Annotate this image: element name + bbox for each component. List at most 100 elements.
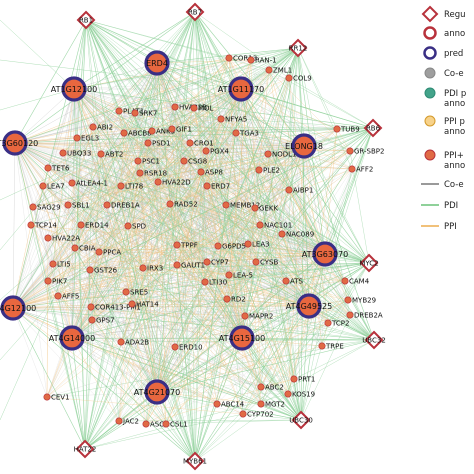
gene-node-tub9[interactable]: TUB9	[333, 126, 360, 134]
gene-node-cysb[interactable]: CYSB	[252, 258, 279, 267]
gene-node-psd1[interactable]: PSD1	[144, 140, 171, 148]
regulator-node-hat22[interactable]: HAT22	[74, 439, 97, 459]
gene-node-mgt2[interactable]: MGT2	[257, 400, 285, 409]
regulator-node-rb6[interactable]: RB6	[363, 118, 383, 138]
gene-node-pik7[interactable]: PIK7	[44, 277, 68, 286]
gene-node-nac089[interactable]: NAC089	[278, 231, 314, 239]
gene-node-psc1[interactable]: PSC1	[134, 158, 160, 166]
gene-node-tppf[interactable]: TPPF	[173, 242, 198, 250]
gene-node-sre5[interactable]: SRE5	[122, 288, 148, 297]
gene-node-aff5[interactable]: AFF5	[54, 292, 79, 301]
gene-node-trpe[interactable]: TRPE	[318, 342, 344, 351]
gene-node-abc14[interactable]: ABC14	[213, 400, 245, 409]
gene-node-cyp702[interactable]: CYP702	[239, 410, 274, 419]
hub-node-at4g21[interactable]: AT4G21070	[134, 379, 180, 405]
gene-node-lti30[interactable]: LTI30	[201, 278, 227, 287]
gene-node-ank3[interactable]: ANK3	[148, 128, 175, 136]
gene-node-gekk[interactable]: GEKK	[251, 205, 279, 213]
gene-node-tcp14[interactable]: TCP14	[27, 222, 58, 230]
gene-node-rsr18[interactable]: RSR18	[136, 170, 167, 178]
gene-node-tet6[interactable]: TET6	[44, 165, 70, 173]
gene-node-abt2[interactable]: ABT2	[97, 151, 124, 159]
gene-node-dreb2a[interactable]: DREB2A	[346, 311, 383, 320]
gene-node-aff2[interactable]: AFF2	[348, 166, 373, 174]
gene-node-rd2[interactable]: RD2	[223, 295, 246, 304]
gene-node-nac101[interactable]: NAC101	[256, 222, 292, 230]
gene-node-zml1[interactable]: ZML1	[265, 67, 292, 75]
gene-node-gif1[interactable]: GIF1	[168, 126, 192, 134]
gene-node-memb12[interactable]: MEMB12	[222, 202, 260, 210]
regulator-node-rb1[interactable]: RB1	[76, 10, 96, 30]
gene-node-sbl1[interactable]: SBL1	[64, 202, 90, 210]
gene-node-ats[interactable]: ATS	[282, 277, 304, 286]
regulator-node-ubc32[interactable]: UBC32	[362, 330, 386, 350]
gene-node-ubq33[interactable]: UBQ33	[59, 150, 92, 158]
hub-node-elol8[interactable]: ELONG18	[285, 133, 323, 159]
hub-node-at1g11[interactable]: AT1G11170	[218, 76, 264, 102]
gene-node-aso1[interactable]: ASO1	[142, 420, 169, 429]
gene-node-csl1[interactable]: CSL1	[162, 420, 188, 429]
gene-node-gaut1[interactable]: GAUT1	[173, 261, 205, 270]
gene-node-irx3[interactable]: IRX3	[139, 264, 163, 273]
gene-node-asp8[interactable]: ASP8	[197, 169, 223, 177]
gene-node-gst26[interactable]: GST26	[86, 266, 118, 275]
gene-node-cyp7[interactable]: CYP7	[203, 258, 229, 267]
gene-node-tga3[interactable]: TGA3	[232, 130, 259, 138]
hub-node-at4g49[interactable]: AT4G49525	[286, 293, 332, 319]
hub-node-erd4[interactable]: ERD4	[144, 50, 170, 76]
gene-node-lti5[interactable]: LTI5	[49, 260, 71, 269]
gene-node-sag29[interactable]: SAG29	[29, 204, 61, 212]
gene-node-mol[interactable]: MOL	[190, 105, 214, 113]
gene-node-kos19[interactable]: KOS19	[284, 390, 315, 399]
gene-node-hva22a[interactable]: HVA22A	[44, 235, 81, 243]
gene-node-aibp1[interactable]: AIBP1	[285, 187, 314, 195]
gene-node-grsbp2[interactable]: GR-SBP2	[346, 148, 385, 156]
gene-node-cev1[interactable]: CEV1	[43, 393, 70, 402]
gene-node-ppca[interactable]: PPCA	[95, 249, 122, 257]
hub-node-at4g12[interactable]: AT4G12100	[0, 295, 36, 321]
gene-node-col9[interactable]: COL9	[285, 75, 312, 83]
gene-node-hva22d[interactable]: HVA22D	[154, 179, 191, 187]
gene-node-cam4[interactable]: CAM4	[341, 277, 370, 286]
hub-node-at3g60[interactable]: AT3G60120	[0, 130, 38, 156]
gene-node-ran1[interactable]: RAN-1	[247, 56, 277, 65]
gene-node-erd14[interactable]: ERD14	[77, 222, 109, 230]
gene-node-lea3[interactable]: LEA3	[244, 241, 270, 249]
gene-node-tcp2[interactable]: TCP2	[324, 319, 350, 328]
gene-node-cbia[interactable]: CBIA	[71, 245, 96, 253]
gene-node-ada2b[interactable]: ADA2B	[117, 338, 149, 347]
gene-node-nfya5[interactable]: NFYA5	[217, 116, 247, 124]
gene-node-rad52[interactable]: RAD52	[166, 201, 198, 209]
gene-node-myb29[interactable]: MYB29	[344, 296, 376, 305]
regulator-node-rb7[interactable]: RB7	[185, 2, 205, 22]
hub-node-at4g14[interactable]: AT4G14000	[49, 325, 95, 351]
gene-node-gps7[interactable]: GPS7	[88, 316, 115, 325]
gene-node-abc2[interactable]: ABC2	[257, 383, 284, 392]
gene-node-cro1[interactable]: CRO1	[186, 140, 214, 148]
gene-node-prt1[interactable]: PRT1	[290, 375, 316, 384]
regulator-node-myb61[interactable]: MYB61	[183, 451, 207, 471]
hub-node-at3g63[interactable]: AT3G63070	[302, 241, 348, 267]
gene-node-atlea41[interactable]: AtLEA4-1	[68, 180, 108, 188]
gene-node-erd10[interactable]: ERD10	[171, 343, 203, 352]
gene-node-hat14[interactable]: HAT14	[128, 300, 159, 309]
gene-node-erd7[interactable]: ERD7	[203, 183, 230, 191]
gene-node-abi2[interactable]: ABI2	[89, 124, 113, 132]
regulator-node-ubc30[interactable]: UBC30	[289, 410, 313, 430]
gene-node-abcb8[interactable]: ABCB8	[120, 130, 152, 138]
gene-node-srk7[interactable]: SRK7	[131, 110, 158, 118]
gene-node-jac2[interactable]: JAC2	[115, 417, 139, 426]
gene-node-cor413[interactable]: COR413-PM1	[87, 303, 141, 312]
hub-node-at1g12[interactable]: AT1G12100	[51, 76, 97, 102]
gene-node-ple2[interactable]: PLE2	[255, 167, 280, 175]
gene-node-dreb1a[interactable]: DREB1A	[103, 202, 140, 210]
gene-node-nodl18[interactable]: NODL18	[264, 151, 301, 159]
gene-node-lea7[interactable]: LEA7	[39, 183, 65, 191]
gene-node-cor13[interactable]: COR13	[225, 54, 257, 63]
gene-node-csg8[interactable]: CSG8	[180, 158, 207, 166]
gene-node-spd[interactable]: SPD	[124, 223, 146, 231]
regulator-node-rr12[interactable]: RR12	[288, 38, 308, 58]
gene-node-mapr2[interactable]: MAPR2	[241, 312, 274, 321]
gene-node-pgx4[interactable]: PGX4	[202, 148, 230, 156]
gene-node-lti78[interactable]: LTI78	[117, 183, 143, 191]
